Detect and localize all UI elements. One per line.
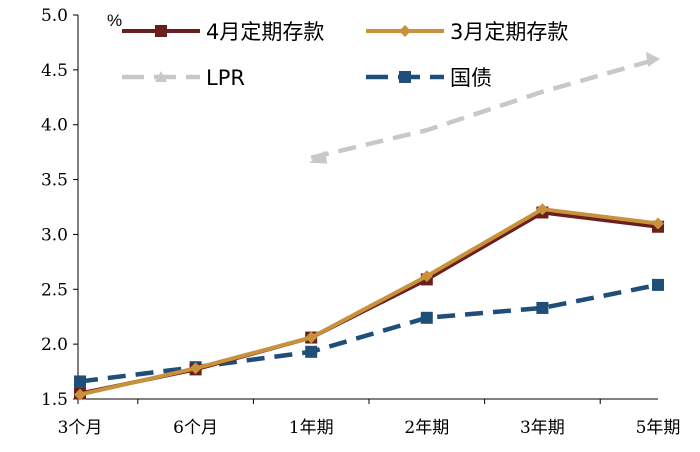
x-tick-label: 2年期 [404,418,449,438]
series-layer [74,51,664,401]
legend-item: LPR [122,66,245,90]
legend-item: 国债 [366,66,492,90]
legend-item: 4月定期存款 [122,20,324,44]
series-point [420,270,433,283]
series-point [305,331,318,344]
series-2 [309,51,660,164]
y-tick-label: 4.0 [41,116,68,136]
y-tick-label: 1.5 [41,390,68,410]
y-tick-label: 2.0 [41,335,68,355]
series-line [79,210,659,396]
series-point [309,150,328,164]
series-point [536,203,549,216]
legend-marker [155,71,167,82]
series-point [646,51,660,67]
legend: 4月定期存款 3月定期存款 LPR 国债 [122,20,568,90]
series-3 [74,278,664,388]
series-point [536,301,549,314]
legend-label: 4月定期存款 [206,20,324,44]
x-tick-label: 3年期 [520,418,565,438]
x-tick-label: 6个月 [173,418,218,438]
series-point [420,311,433,324]
series-line [79,282,659,384]
series-line [79,207,659,397]
series-point [305,345,318,358]
series-point [74,375,86,388]
series-point [652,278,664,291]
series-0 [74,206,664,400]
axes: 1.5 2.0 2.5 3.0 3.5 4.0 4.5 5.0 % 3个月 6个月 1年期 2年期 3年期… [41,6,680,438]
x-tick-label: 3个月 [58,418,103,438]
legend-marker [399,25,411,37]
y-tick-label: 4.5 [41,61,68,81]
series-line [310,56,659,160]
y-tick-label: 3.0 [41,225,68,245]
legend-label: 国债 [450,66,492,90]
legend-marker [155,25,167,37]
series-point [652,217,664,230]
series-point [189,362,202,375]
y-unit-label: % [107,11,122,30]
legend-marker [399,71,411,83]
y-tick-label: 2.5 [41,280,68,300]
legend-label: 3月定期存款 [450,20,568,44]
y-tick-label: 5.0 [41,6,68,26]
y-tick-label: 3.5 [41,171,68,191]
series-point [74,388,86,401]
legend-item: 3月定期存款 [366,20,568,44]
x-tick-label: 5年期 [636,418,681,438]
x-tick-label: 1年期 [289,418,334,438]
legend-label: LPR [206,66,245,90]
series-1 [74,203,664,401]
